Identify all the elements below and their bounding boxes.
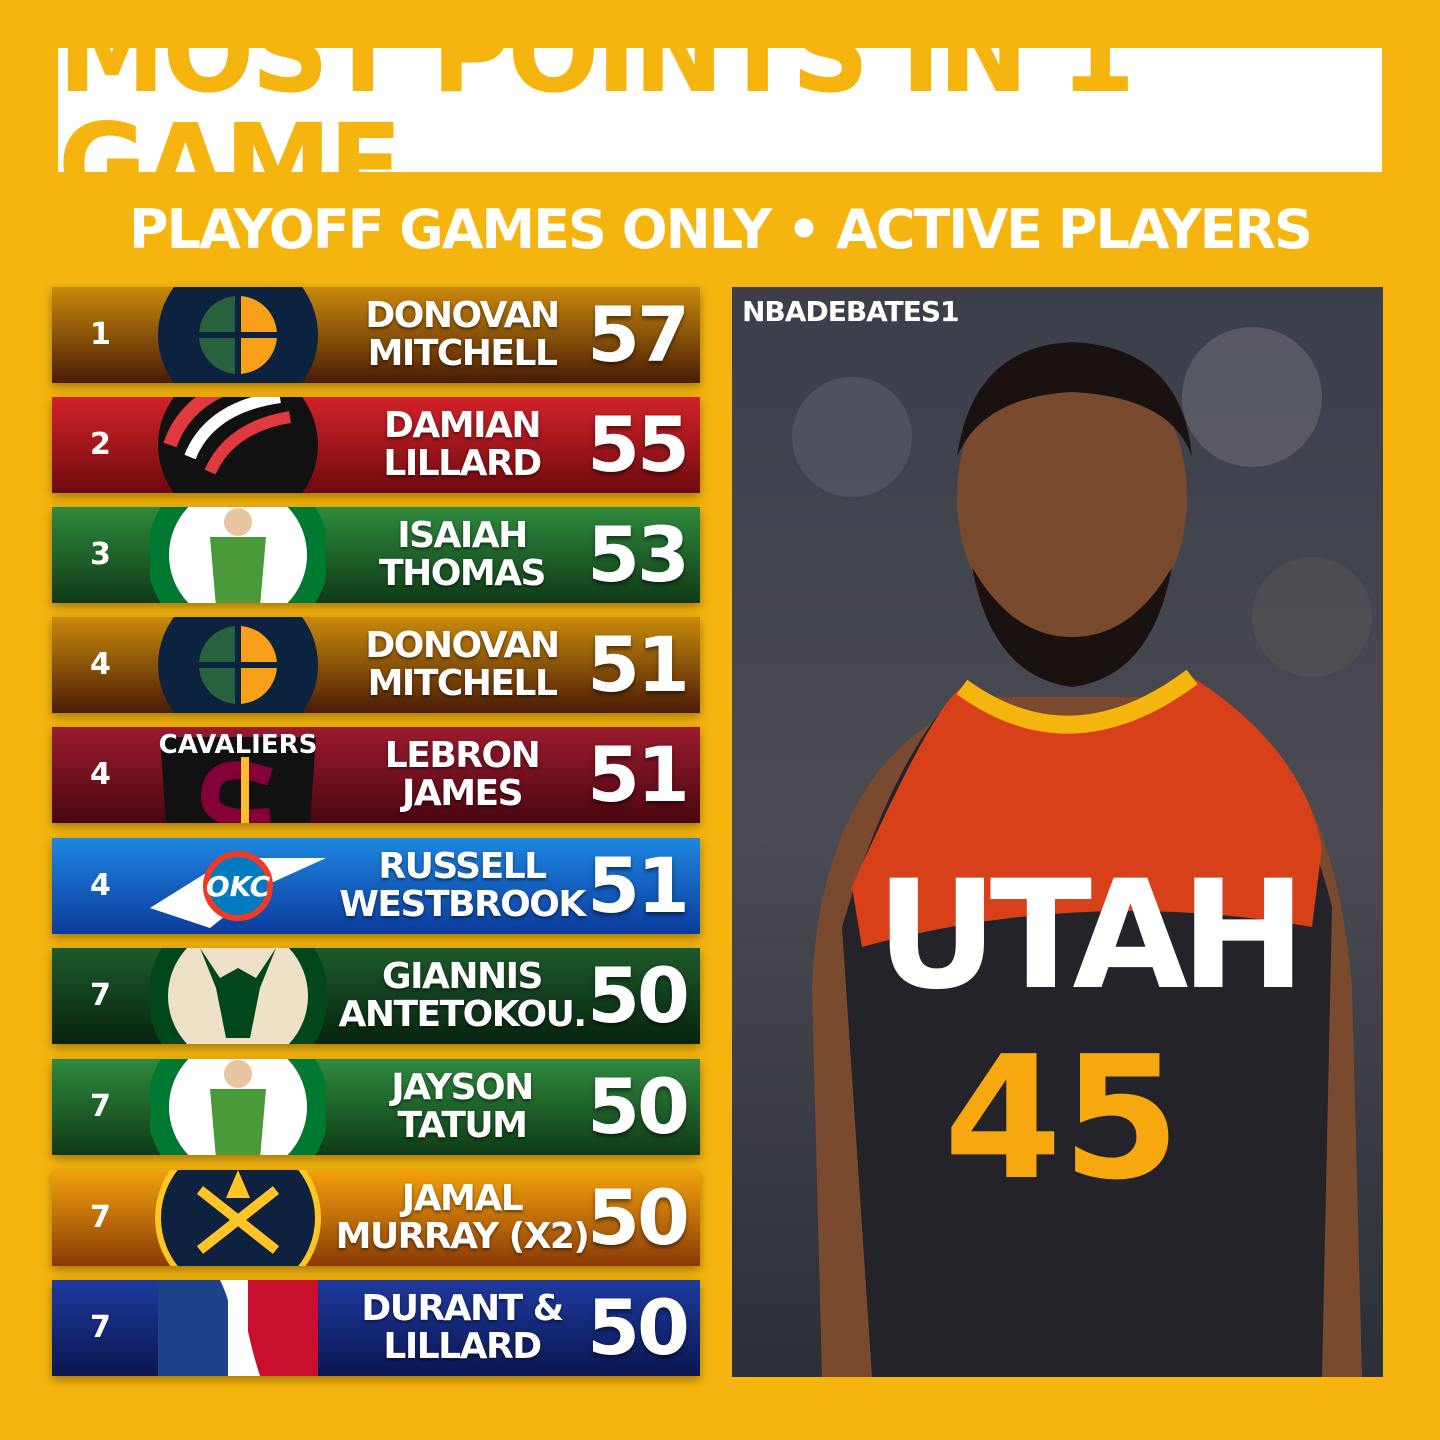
thunder-logo-icon: OKC bbox=[150, 851, 326, 928]
rank: 7 bbox=[90, 1310, 111, 1345]
player-first-name: GIANNIS bbox=[382, 956, 543, 997]
leaderboard-row: 4 OKC RUSSELL WESTBROOK 51 bbox=[52, 838, 700, 934]
rank: 7 bbox=[90, 1089, 111, 1124]
points: 50 bbox=[587, 951, 690, 1040]
points: 55 bbox=[587, 400, 690, 489]
player-name: RUSSELL WESTBROOK bbox=[332, 838, 592, 934]
leaderboard-row: 7 DURANT & LILLARD 50 bbox=[52, 1280, 700, 1376]
leaderboard-row: 4 DONOVAN MITCHELL 51 bbox=[52, 617, 700, 713]
svg-text:CAVALIERS: CAVALIERS bbox=[159, 730, 318, 760]
player-last-name: TATUM bbox=[397, 1105, 528, 1146]
player-name: DONOVAN MITCHELL bbox=[332, 287, 592, 383]
player-name: DONOVAN MITCHELL bbox=[332, 617, 592, 713]
nba-logo-icon bbox=[158, 1280, 318, 1376]
nuggets-logo-icon bbox=[155, 1170, 321, 1266]
player-name: JAYSON TATUM bbox=[332, 1059, 592, 1155]
player-illustration: UTAH 45 bbox=[792, 327, 1372, 1377]
points: 53 bbox=[587, 510, 690, 599]
title-banner: MOST POINTS IN 1 GAME bbox=[58, 0, 1382, 223]
player-name: GIANNIS ANTETOKOU. bbox=[332, 948, 592, 1044]
leaderboard-row: 3 ISAIAH THOMAS 53 bbox=[52, 507, 700, 603]
player-last-name: LILLARD bbox=[383, 443, 542, 484]
player-last-name: MITCHELL bbox=[367, 333, 558, 374]
player-first-name: JAYSON bbox=[391, 1067, 534, 1108]
player-last-name: WESTBROOK bbox=[339, 884, 586, 925]
points: 50 bbox=[587, 1062, 690, 1151]
rank: 1 bbox=[90, 317, 111, 352]
player-first-name: RUSSELL bbox=[378, 846, 547, 887]
player-name: DURANT & LILLARD bbox=[332, 1280, 592, 1376]
rank: 3 bbox=[90, 537, 111, 572]
leaderboard-row: 1 DONOVAN MITCHELL 57 bbox=[52, 287, 700, 383]
watermark: NBADEBATES1 bbox=[742, 295, 960, 328]
player-first-name: DONOVAN bbox=[365, 625, 560, 666]
player-name: LEBRON JAMES bbox=[332, 727, 592, 823]
player-name: ISAIAH THOMAS bbox=[332, 507, 592, 603]
leaderboard-row: 7 JAYSON TATUM 50 bbox=[52, 1059, 700, 1155]
rank: 7 bbox=[90, 1200, 111, 1235]
celtics-logo-icon bbox=[150, 507, 326, 603]
bucks-logo-icon bbox=[150, 948, 326, 1044]
player-last-name: MITCHELL bbox=[367, 663, 558, 704]
points: 51 bbox=[587, 730, 690, 819]
player-first-name: JAMAL bbox=[401, 1178, 524, 1219]
player-last-name: MURRAY (X2) bbox=[335, 1216, 590, 1257]
celtics-logo-icon bbox=[150, 1059, 326, 1155]
player-first-name: DAMIAN bbox=[384, 405, 541, 446]
player-name: JAMAL MURRAY (X2) bbox=[332, 1170, 592, 1266]
leaderboard-row: 4 CAVALIERS LEBRON JAMES 51 bbox=[52, 727, 700, 823]
leaderboard-row: 7 JAMAL MURRAY (X2) 50 bbox=[52, 1170, 700, 1266]
cavaliers-logo-icon: CAVALIERS bbox=[159, 730, 318, 823]
jazz-logo-icon bbox=[158, 617, 318, 713]
player-last-name: JAMES bbox=[401, 773, 524, 814]
points: 51 bbox=[587, 620, 690, 709]
player-last-name: LILLARD bbox=[383, 1326, 542, 1367]
rank: 4 bbox=[90, 868, 111, 903]
jersey-number: 45 bbox=[944, 1020, 1181, 1218]
player-name: DAMIAN LILLARD bbox=[332, 397, 592, 493]
rank: 4 bbox=[90, 647, 111, 682]
rank: 4 bbox=[90, 757, 111, 792]
player-last-name: ANTETOKOU. bbox=[338, 994, 587, 1035]
player-first-name: DURANT & bbox=[361, 1288, 564, 1329]
svg-text:OKC: OKC bbox=[206, 870, 271, 903]
rank: 7 bbox=[90, 978, 111, 1013]
points: 57 bbox=[587, 290, 690, 379]
player-first-name: DONOVAN bbox=[365, 295, 560, 336]
leaderboard-row: 7 GIANNIS ANTETOKOU. 50 bbox=[52, 948, 700, 1044]
rank: 2 bbox=[90, 427, 111, 462]
player-first-name: LEBRON bbox=[384, 735, 541, 776]
player-last-name: THOMAS bbox=[379, 553, 546, 594]
player-photo: UTAH 45 NBADEBATES1 bbox=[732, 287, 1383, 1377]
points: 50 bbox=[587, 1283, 690, 1372]
page-title: MOST POINTS IN 1 GAME bbox=[58, 0, 1135, 232]
jazz-logo-icon bbox=[158, 287, 318, 383]
points: 50 bbox=[587, 1173, 690, 1262]
player-first-name: ISAIAH bbox=[397, 515, 528, 556]
jersey-text: UTAH bbox=[876, 849, 1298, 1023]
page-subtitle: PLAYOFF GAMES ONLY • ACTIVE PLAYERS bbox=[129, 198, 1313, 261]
leaderboard-row: 2 DAMIAN LILLARD 55 bbox=[52, 397, 700, 493]
points: 51 bbox=[587, 841, 690, 930]
blazers-logo-icon bbox=[158, 397, 318, 493]
